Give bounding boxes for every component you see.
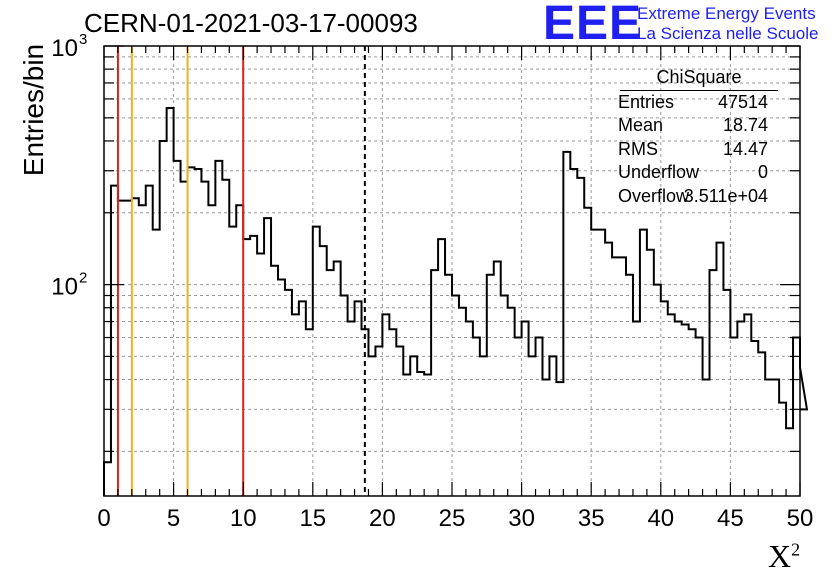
logo-line-2: La Scienza nelle Scuole	[637, 24, 819, 43]
x-tick-label: 15	[299, 505, 326, 532]
x-tick-label: 10	[230, 505, 257, 532]
x-tick-label: 5	[167, 505, 180, 532]
stats-value: 3.511e+04	[683, 185, 768, 206]
histogram-series	[103, 106, 809, 496]
x-tick-label: 20	[369, 505, 396, 532]
x-tick-label: 0	[97, 505, 110, 532]
stats-key: RMS	[618, 138, 658, 159]
y-tick-label: 10	[51, 274, 78, 301]
x-tick-label: 40	[647, 505, 674, 532]
stats-value: 18.74	[722, 115, 768, 135]
grid-lines	[104, 46, 800, 496]
stats-value: 47514	[717, 91, 768, 112]
stats-row-underflow: Underflow 0	[612, 161, 778, 185]
stats-key: Underflow	[618, 162, 700, 182]
stats-value: 14.47	[722, 138, 768, 159]
histogram-line	[103, 106, 809, 496]
y-axis-label: Entries/bin	[18, 43, 49, 177]
marker-lines	[116, 46, 366, 496]
stats-row-rms: RMS 14.47	[612, 138, 778, 162]
stats-key: Overflow	[618, 185, 690, 206]
y-tick-label-exponent: 2	[79, 270, 87, 287]
stats-key: Entries	[618, 91, 675, 112]
x-tick-label: 50	[787, 505, 814, 532]
x-axis-label-base: X	[768, 538, 792, 574]
stats-row-overflow: Overflow 3.511e+04	[612, 185, 778, 209]
y-tick-label: 10	[51, 35, 78, 62]
chart-title: CERN-01-2021-03-17-00093	[84, 8, 418, 38]
logo-line-1: Extreme Energy Events	[637, 4, 816, 23]
eee-logo: EEE	[543, 0, 643, 50]
x-tick-label: 25	[439, 505, 466, 532]
stats-row-entries: Entries 47514	[612, 91, 778, 115]
axis-ticks	[103, 45, 801, 496]
stats-key: Mean	[618, 115, 664, 135]
stats-header: ChiSquare	[620, 66, 778, 91]
x-axis-label-sup: 2	[791, 539, 801, 560]
y-tick-label-exponent: 3	[79, 31, 87, 48]
stats-box: ChiSquare Entries 47514 Mean 18.74 RMS 14.4…	[612, 66, 778, 208]
x-axis-label: X2	[768, 538, 800, 575]
x-tick-label: 30	[508, 505, 535, 532]
stats-value: 0	[757, 162, 768, 182]
stats-row-mean: Mean 18.74	[612, 114, 778, 138]
x-tick-label: 45	[717, 505, 744, 532]
x-tick-label: 35	[578, 505, 605, 532]
